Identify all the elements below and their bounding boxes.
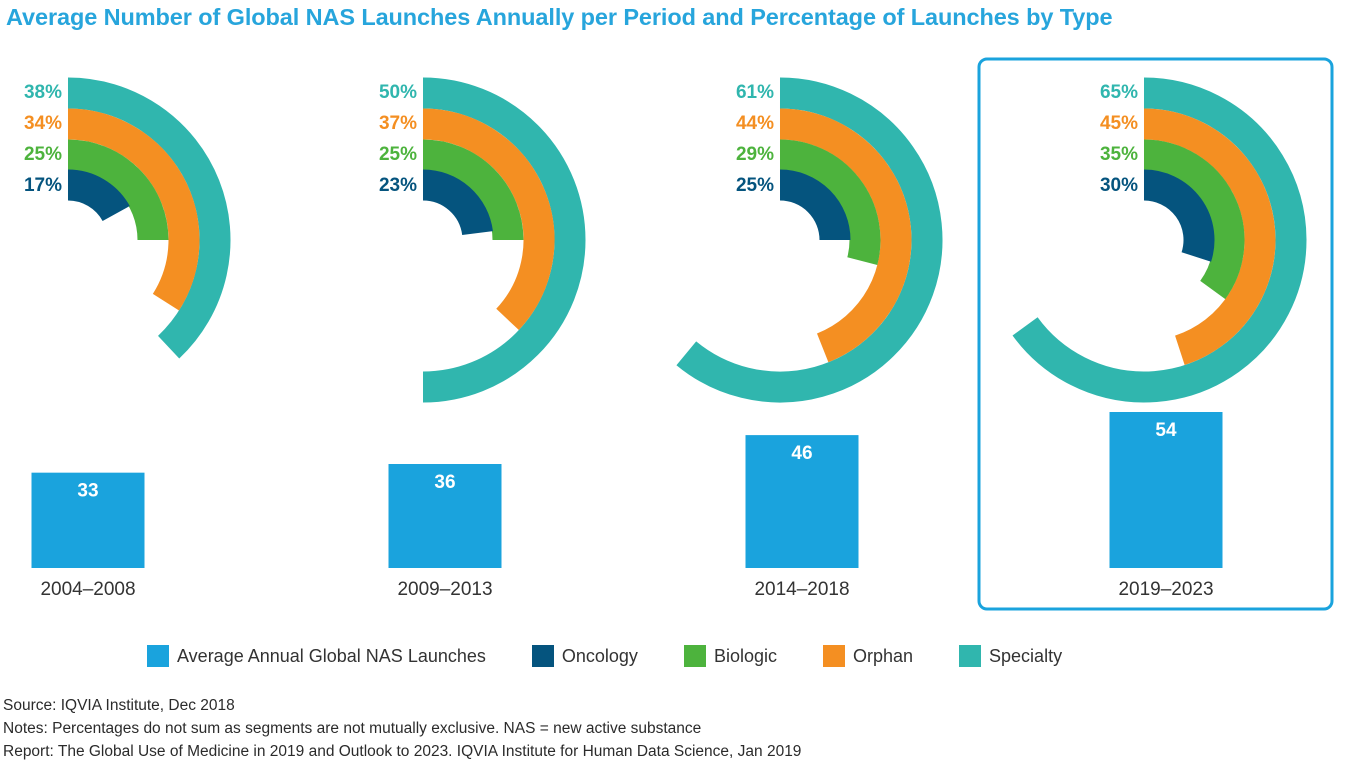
pct-label-biologic-2014-2018: 29% [736, 144, 774, 165]
bar-2004-2008 [31, 472, 145, 568]
legend-swatch-orphan [822, 645, 845, 667]
radial-arc-biologic-2019-2023 [1143, 139, 1245, 300]
radial-arc-specialty-2004-2008 [67, 77, 231, 359]
radial-arc-oncology-2004-2008 [67, 169, 130, 222]
legend-label: Orphan [852, 645, 914, 666]
legend-swatch-average-annual-global-nas-launches [147, 645, 169, 667]
pct-label-orphan-2004-2008: 34% [24, 113, 62, 134]
radial-arc-biologic-2009-2013 [422, 139, 524, 241]
category-label-2004-2008: 2004–2008 [40, 579, 135, 600]
report-note: Report: The Global Use of Medicine in 20… [3, 743, 802, 760]
pct-label-specialty-2014-2018: 61% [736, 82, 774, 103]
chart-canvas: 38% 34% 25% 17% 50% 37% 25% 23% 61% 44% 29% 25% 65% 4… [24, 57, 1334, 611]
legend: Average Annual Global NAS Launches Oncolo… [147, 643, 1108, 669]
footnotes: Source: IQVIA Institute, Dec 2018 Notes:… [3, 694, 801, 763]
radial-groups: 38% 34% 25% 17% 50% 37% 25% 23% 61% 44% 29% 25% 65% 4… [24, 77, 1307, 403]
pct-label-biologic-2004-2008: 25% [24, 144, 62, 165]
radial-arc-specialty-2019-2023 [1012, 77, 1307, 403]
pct-label-oncology-2019-2023: 30% [1100, 175, 1138, 196]
pct-label-oncology-2009-2013: 23% [379, 175, 417, 196]
radial-arc-specialty-2009-2013 [422, 77, 586, 403]
pct-label-specialty-2004-2008: 38% [24, 82, 62, 103]
notes-text: Notes: Percentages do not sum as segment… [3, 720, 702, 737]
bar-group-2004-2008: 33 2004–2008 [31, 472, 145, 600]
legend-item-average-annual-global-nas-launches: Average Annual Global NAS Launches [147, 645, 486, 667]
pct-label-orphan-2019-2023: 45% [1100, 113, 1138, 134]
radial-group-2019-2023: 65% 45% 35% 30% [1012, 77, 1307, 403]
pct-label-oncology-2004-2008: 17% [24, 175, 62, 196]
bar-2009-2013 [388, 464, 502, 568]
legend-label: Biologic [713, 645, 777, 666]
bar-value-label-2004-2008: 33 [77, 481, 98, 502]
legend-swatch-oncology [531, 645, 554, 667]
legend-label: Oncology [561, 645, 638, 666]
chart-title: Average Number of Global NAS Launches An… [6, 4, 1113, 30]
radial-group-2004-2008: 38% 34% 25% 17% [24, 77, 231, 359]
radial-arc-orphan-2004-2008 [67, 108, 200, 311]
legend-item-specialty: Specialty [959, 645, 1062, 667]
pct-label-orphan-2014-2018: 44% [736, 113, 774, 134]
category-label-2009-2013: 2009–2013 [397, 579, 492, 600]
radial-arc-orphan-2009-2013 [422, 108, 555, 331]
legend-item-orphan: Orphan [822, 645, 914, 667]
radial-group-2014-2018: 61% 44% 29% 25% [676, 77, 943, 403]
bar-value-label-2009-2013: 36 [434, 472, 455, 493]
pct-label-biologic-2009-2013: 25% [379, 144, 417, 165]
bar-value-label-2019-2023: 54 [1155, 420, 1177, 441]
radial-arc-biologic-2004-2008 [67, 139, 169, 241]
category-label-2019-2023: 2019–2023 [1118, 579, 1213, 600]
pct-label-orphan-2009-2013: 37% [379, 113, 417, 134]
pct-label-specialty-2009-2013: 50% [379, 82, 417, 103]
legend-label: Specialty [989, 645, 1063, 666]
pct-label-biologic-2019-2023: 35% [1100, 144, 1138, 165]
bar-2019-2023 [1109, 412, 1223, 568]
legend-label: Average Annual Global NAS Launches [177, 645, 486, 666]
legend-swatch-specialty [959, 645, 982, 667]
category-label-2014-2018: 2014–2018 [754, 579, 849, 600]
source-note: Source: IQVIA Institute, Dec 2018 [3, 697, 235, 714]
bar-group-2019-2023: 54 2019–2023 [1109, 412, 1223, 600]
radial-group-2009-2013: 50% 37% 25% 23% [379, 77, 586, 403]
radial-arc-oncology-2019-2023 [1143, 169, 1215, 262]
radial-arc-oncology-2009-2013 [422, 169, 493, 236]
radial-arc-biologic-2014-2018 [779, 139, 881, 265]
pct-label-oncology-2014-2018: 25% [736, 175, 774, 196]
bar-2014-2018 [745, 435, 859, 568]
radial-arc-oncology-2014-2018 [779, 169, 851, 241]
bar-groups: 33 2004–2008 36 2009–2013 46 2014–2018 54 2019–… [31, 412, 1223, 600]
bar-group-2014-2018: 46 2014–2018 [745, 435, 859, 600]
radial-arc-orphan-2019-2023 [1143, 108, 1276, 366]
radial-arc-specialty-2014-2018 [676, 77, 943, 403]
radial-arc-orphan-2014-2018 [779, 108, 912, 363]
bar-group-2009-2013: 36 2009–2013 [388, 464, 502, 600]
legend-swatch-biologic [683, 645, 706, 667]
legend-item-biologic: Biologic [683, 645, 777, 667]
pct-label-specialty-2019-2023: 65% [1100, 82, 1138, 103]
bar-value-label-2014-2018: 46 [791, 443, 812, 464]
legend-item-oncology: Oncology [531, 645, 638, 667]
highlight-box [977, 57, 1334, 611]
